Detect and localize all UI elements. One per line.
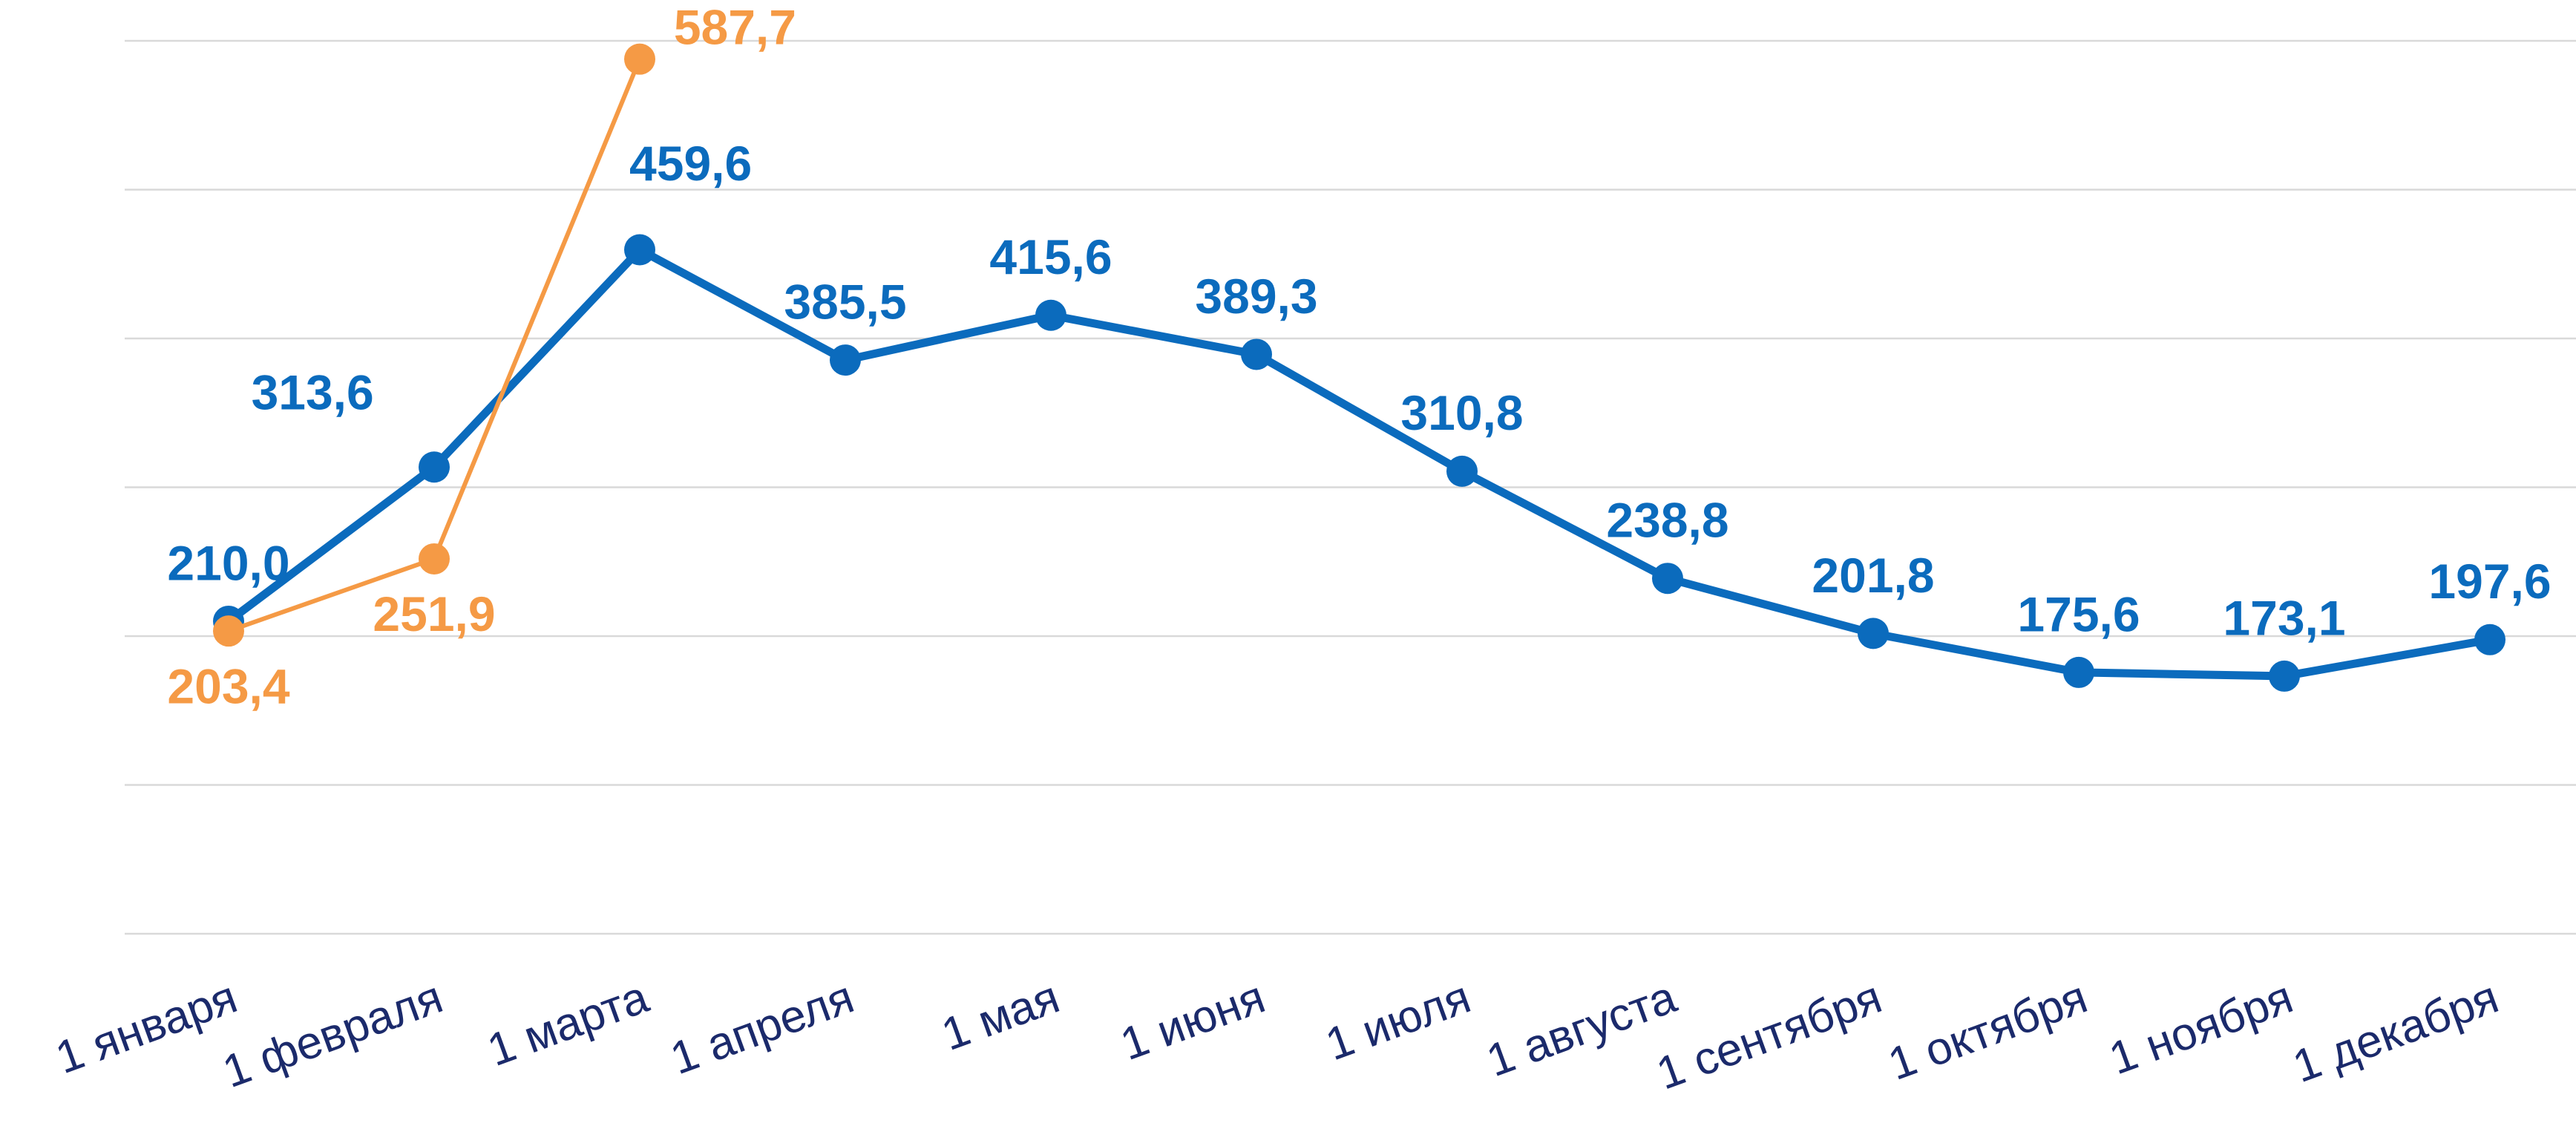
x-tick-label: 1 марта [481,972,655,1077]
x-tick-label: 1 апреля [664,972,861,1085]
data-point [2063,656,2094,688]
x-tick-label: 1 декабря [2287,972,2505,1093]
x-tick-label: 1 сентября [1651,972,1889,1100]
x-tick-label: 1 августа [1481,972,1683,1087]
data-point [1446,455,1478,487]
data-label: 415,6 [989,229,1112,284]
x-tick-label: 1 февраля [217,972,450,1098]
data-point [1035,299,1066,331]
data-point [1858,618,1889,649]
data-label: 313,6 [252,364,374,419]
data-point [213,615,244,647]
data-label: 173,1 [2223,590,2345,645]
data-label: 310,8 [1400,385,1523,440]
data-label: 389,3 [1195,269,1317,324]
data-label: 251,9 [373,586,495,641]
data-point [419,451,450,483]
data-label: 197,6 [2428,554,2551,609]
data-label: 459,6 [629,136,752,191]
data-point [830,344,861,376]
x-tick-label: 1 июня [1114,972,1271,1070]
x-tick-label: 1 января [49,972,243,1084]
data-label: 175,6 [2017,586,2140,641]
data-label: 203,4 [167,658,289,713]
data-label: 587,7 [674,0,796,54]
data-point [624,43,655,75]
data-label: 201,8 [1812,548,1934,603]
data-point [1241,338,1272,370]
data-label: 385,5 [784,274,906,329]
data-point [2474,623,2505,655]
x-tick-label: 1 ноября [2103,972,2299,1085]
data-point [419,543,450,575]
x-tick-label: 1 октября [1882,972,2094,1090]
data-label: 210,0 [167,535,289,590]
data-label: 238,8 [1606,493,1728,548]
data-point [2269,660,2300,692]
x-tick-label: 1 мая [935,972,1066,1061]
data-point [1652,563,1683,595]
data-point [624,234,655,266]
series-line [226,246,2491,681]
x-tick-label: 1 июля [1320,972,1478,1071]
